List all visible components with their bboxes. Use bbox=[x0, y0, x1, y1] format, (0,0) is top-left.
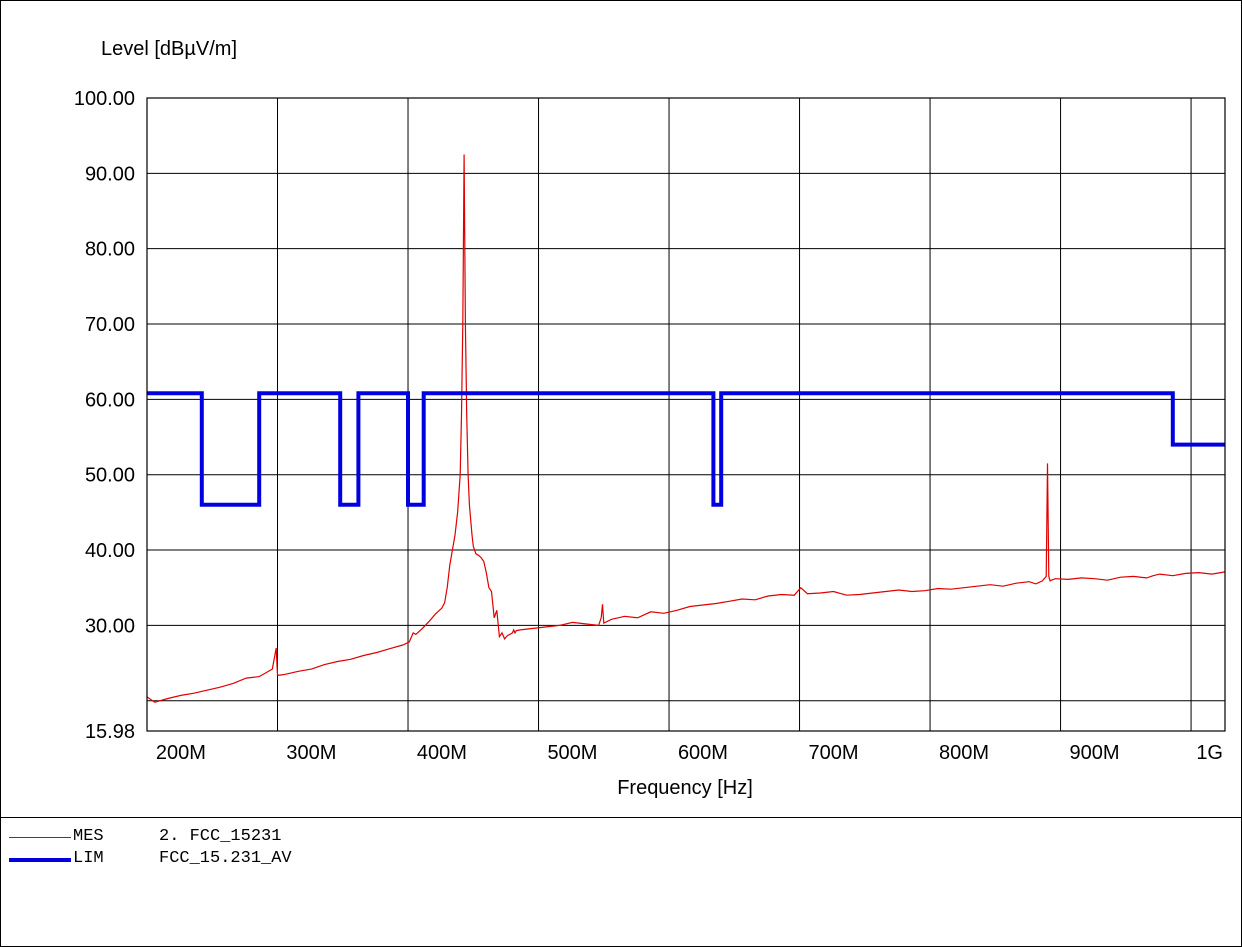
y-axis-label: Level [dBµV/m] bbox=[101, 38, 237, 60]
x-axis-label: Frequency [Hz] bbox=[617, 777, 753, 799]
y-tick-label: 90.00 bbox=[85, 163, 135, 185]
series-line-lim bbox=[147, 391, 1225, 507]
x-tick-label: 200M bbox=[156, 742, 206, 764]
y-tick-label: 80.00 bbox=[85, 239, 135, 261]
x-tick-label: 400M bbox=[417, 742, 467, 764]
legend-name: 2. FCC_15231 bbox=[159, 827, 282, 846]
legend-code: MES bbox=[73, 827, 104, 846]
x-tick-label: 900M bbox=[1069, 742, 1119, 764]
legend: MES 2. FCC_15231 LIM FCC_15.231_AV bbox=[1, 827, 601, 871]
legend-item: LIM FCC_15.231_AV bbox=[1, 849, 601, 871]
plot-border bbox=[146, 97, 1226, 732]
x-tick-label: 800M bbox=[939, 742, 989, 764]
legend-name: FCC_15.231_AV bbox=[159, 849, 292, 868]
chart: Level [dBµV/m] 15.98 30.00 40.00 50.00 60.00… bbox=[74, 38, 1226, 799]
x-tick-label: 600M bbox=[678, 742, 728, 764]
x-tick-label: 300M bbox=[286, 742, 336, 764]
legend-swatch-lim bbox=[9, 858, 71, 862]
legend-swatch-mes bbox=[9, 837, 71, 838]
x-tick-label: 500M bbox=[547, 742, 597, 764]
series-layer bbox=[146, 154, 1226, 703]
y-tick-label: 70.00 bbox=[85, 314, 135, 336]
x-tick-labels: 200M 300M 400M 500M 600M 700M 800M 900M 1G bbox=[156, 742, 1223, 764]
y-tick-label: 15.98 bbox=[85, 721, 135, 743]
legend-code: LIM bbox=[73, 849, 104, 868]
x-tick-label: 1G bbox=[1196, 742, 1223, 764]
legend-item: MES 2. FCC_15231 bbox=[1, 827, 601, 849]
x-tick-label: 700M bbox=[808, 742, 858, 764]
y-tick-label: 40.00 bbox=[85, 540, 135, 562]
series-line-mes bbox=[146, 154, 1226, 703]
y-tick-labels: 15.98 30.00 40.00 50.00 60.00 70.00 80.00 90.00… bbox=[74, 88, 135, 743]
y-tick-label: 50.00 bbox=[85, 465, 135, 487]
y-tick-label: 100.00 bbox=[74, 88, 135, 110]
y-tick-label: 30.00 bbox=[85, 615, 135, 637]
legend-divider bbox=[1, 817, 1241, 818]
y-tick-label: 60.00 bbox=[85, 389, 135, 411]
grid bbox=[147, 97, 1225, 731]
